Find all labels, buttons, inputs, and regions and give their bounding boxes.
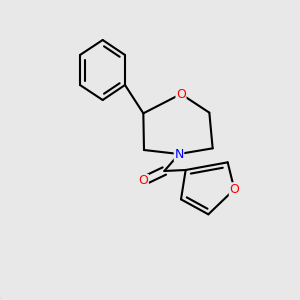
Text: O: O [230, 183, 239, 196]
Text: N: N [174, 148, 184, 160]
Text: O: O [176, 88, 186, 100]
Text: O: O [138, 175, 148, 188]
